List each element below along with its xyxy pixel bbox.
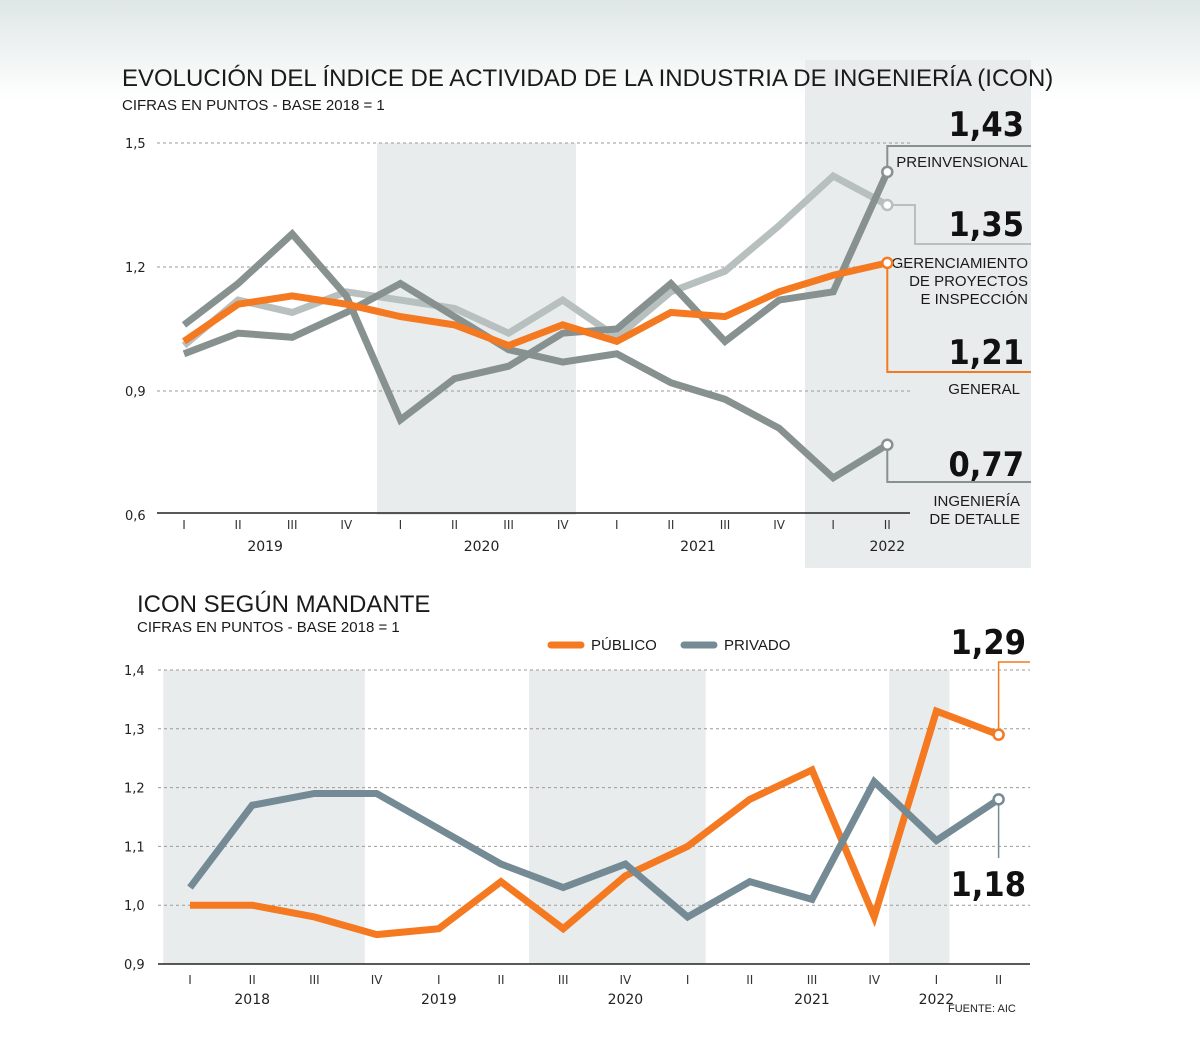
series-line-0 bbox=[181, 171, 889, 349]
end-marker bbox=[881, 438, 894, 451]
end-marker bbox=[881, 256, 894, 270]
x-tick-label: I bbox=[399, 518, 403, 532]
year-label: 2020 bbox=[464, 539, 500, 555]
callout-value: 1,18 bbox=[951, 865, 1026, 905]
x-tick-label: I bbox=[686, 973, 690, 987]
x-tick-label: IV bbox=[371, 973, 384, 987]
shaded-band bbox=[163, 670, 365, 964]
callout-value: 1,29 bbox=[951, 623, 1026, 663]
series-line-2 bbox=[181, 170, 891, 426]
x-tick-label: IV bbox=[620, 973, 633, 987]
y-tick-label: 1,1 bbox=[124, 840, 145, 855]
legend-label: PRIVADO bbox=[724, 637, 790, 654]
x-tick-label: III bbox=[807, 973, 818, 987]
x-tick-label: II bbox=[884, 518, 891, 532]
series-line-1 bbox=[182, 279, 890, 483]
x-tick-label: III bbox=[558, 973, 569, 987]
y-tick-label: 1,2 bbox=[124, 782, 145, 797]
x-tick-label: I bbox=[188, 973, 192, 987]
callout-value: 1,43 bbox=[949, 105, 1024, 145]
end-marker bbox=[881, 165, 894, 179]
callout-value: 0,77 bbox=[949, 445, 1024, 485]
year-label: 2020 bbox=[608, 992, 644, 1008]
year-label: 2022 bbox=[919, 992, 955, 1008]
y-tick-label: 0,9 bbox=[124, 958, 145, 973]
x-tick-label: III bbox=[720, 518, 731, 532]
x-tick-label: II bbox=[746, 973, 753, 987]
y-tick-label: 1,4 bbox=[124, 664, 145, 679]
chart2-subtitle: CIFRAS EN PUNTOS - BASE 2018 = 1 bbox=[137, 619, 400, 636]
chart-icon-evolution: EVOLUCIÓN DEL ÍNDICE DE ACTIVIDAD DE LA … bbox=[122, 60, 1053, 568]
y-tick-label: 0,6 bbox=[125, 509, 146, 524]
x-tick-label: II bbox=[497, 973, 504, 987]
callout-label: PREINVENSIONAL bbox=[896, 154, 1028, 171]
callout-value: 1,35 bbox=[949, 205, 1024, 245]
callout-leader bbox=[886, 444, 1031, 483]
y-tick-label: 1,2 bbox=[125, 261, 146, 276]
x-tick-label: II bbox=[995, 973, 1002, 987]
shaded-band bbox=[889, 670, 950, 964]
x-tick-label: II bbox=[249, 973, 256, 987]
callout-leader bbox=[886, 262, 1031, 373]
x-tick-label: IV bbox=[773, 518, 786, 532]
x-tick-label: I bbox=[182, 518, 186, 532]
end-marker bbox=[992, 728, 1005, 741]
callout-value: 1,21 bbox=[949, 333, 1024, 373]
x-tick-label: I bbox=[935, 973, 939, 987]
shaded-band-2022 bbox=[805, 60, 1031, 568]
callout-label: INGENIERÍA bbox=[933, 493, 1020, 510]
series-line-1 bbox=[187, 776, 1001, 922]
chart2-title: ICON SEGÚN MANDANTE bbox=[137, 591, 430, 618]
year-label: 2019 bbox=[247, 539, 283, 555]
series-line-3 bbox=[182, 259, 889, 350]
year-label: 2018 bbox=[234, 992, 270, 1008]
callout-label: DE DETALLE bbox=[929, 511, 1020, 528]
year-label: 2021 bbox=[794, 992, 830, 1008]
callout-label: GENERAL bbox=[948, 381, 1020, 398]
legend-label: PÚBLICO bbox=[591, 637, 657, 654]
chart1-title: EVOLUCIÓN DEL ÍNDICE DE ACTIVIDAD DE LA … bbox=[122, 65, 1053, 92]
x-tick-label: III bbox=[287, 518, 298, 532]
year-label: 2019 bbox=[421, 992, 457, 1008]
shaded-band bbox=[528, 670, 706, 964]
callout-leader bbox=[997, 661, 1030, 730]
callout-label: GERENCIAMIENTO bbox=[892, 255, 1028, 272]
series-line-0 bbox=[190, 706, 1000, 939]
y-tick-label: 1,3 bbox=[124, 723, 145, 738]
x-tick-label: I bbox=[437, 973, 441, 987]
year-label: 2021 bbox=[680, 539, 716, 555]
callout-label: DE PROYECTOS bbox=[909, 273, 1028, 290]
chart1-subtitle: CIFRAS EN PUNTOS - BASE 2018 = 1 bbox=[122, 97, 385, 114]
end-marker bbox=[881, 198, 894, 212]
x-tick-label: II bbox=[235, 518, 242, 532]
x-tick-label: IV bbox=[340, 518, 353, 532]
year-label: 2022 bbox=[869, 539, 905, 555]
y-tick-label: 1,5 bbox=[125, 137, 146, 152]
x-tick-label: III bbox=[309, 973, 320, 987]
callout-leader bbox=[887, 204, 1031, 245]
callout-label: E INSPECCIÓN bbox=[920, 291, 1028, 308]
x-tick-label: II bbox=[667, 518, 674, 532]
callout-leader bbox=[886, 145, 1031, 172]
x-tick-label: II bbox=[451, 518, 458, 532]
y-tick-label: 0,9 bbox=[125, 385, 146, 400]
source-note: FUENTE: AIC bbox=[948, 1003, 1016, 1015]
end-marker bbox=[992, 793, 1005, 806]
y-tick-label: 1,0 bbox=[124, 899, 145, 914]
x-tick-label: IV bbox=[868, 973, 881, 987]
x-tick-label: III bbox=[503, 518, 514, 532]
x-tick-label: I bbox=[831, 518, 835, 532]
x-tick-label: IV bbox=[557, 518, 570, 532]
x-tick-label: I bbox=[615, 518, 619, 532]
